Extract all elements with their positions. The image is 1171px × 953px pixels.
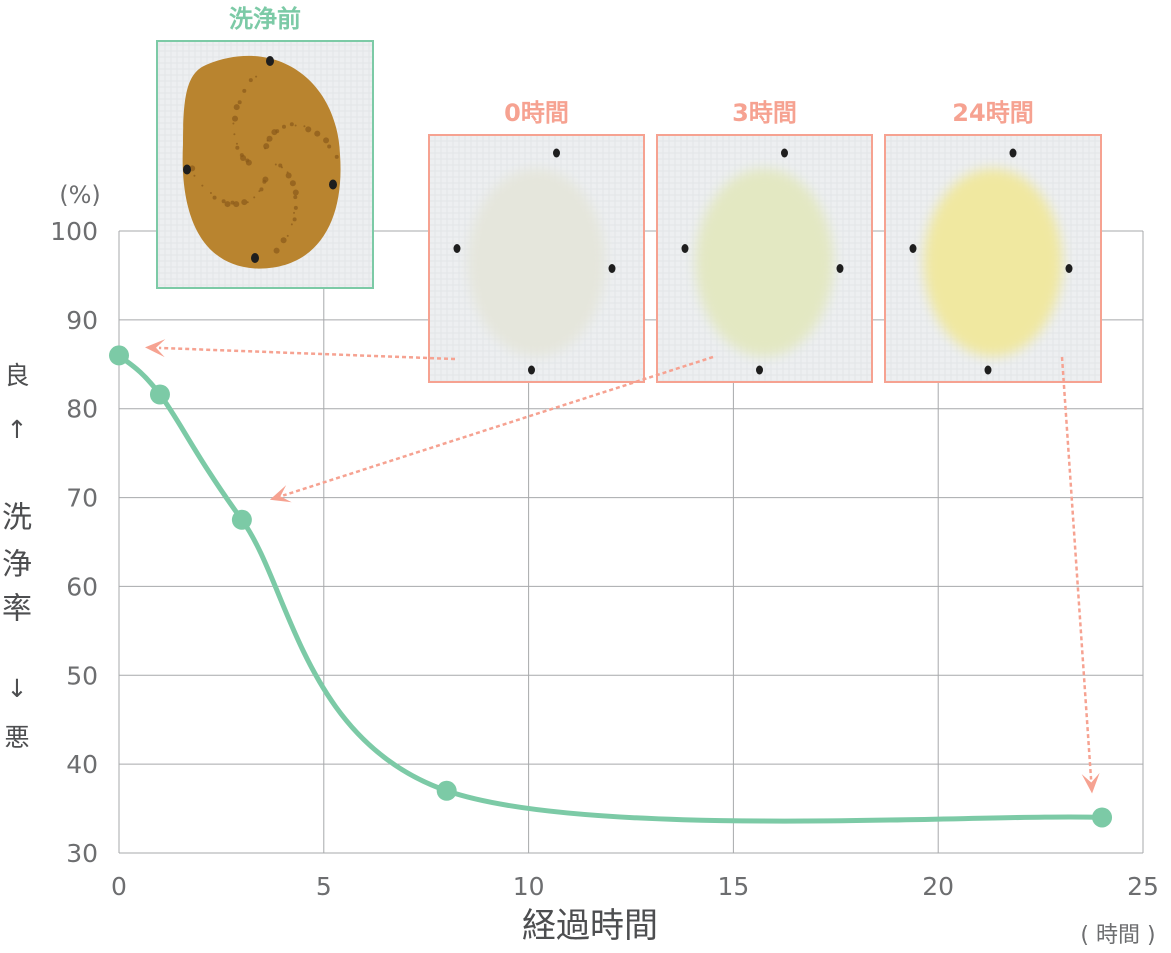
stain-shape <box>695 168 834 357</box>
x-unit-label: ( 時間 ) <box>1080 923 1155 948</box>
photo-after-label: 0時間 <box>504 99 569 127</box>
photo-panels: 洗浄前 0時間 3時間 24時間 <box>156 5 1102 383</box>
y-tick-label: 30 <box>66 839 98 868</box>
y-axis-title-char: 率 <box>2 592 32 627</box>
callout-arrow <box>282 355 714 497</box>
callout-arrow <box>158 346 456 361</box>
x-tick-label: 5 <box>316 872 332 901</box>
data-point <box>109 345 129 366</box>
y-axis-title-char: 洗 <box>2 501 32 536</box>
photo-after: 3時間 <box>656 99 873 383</box>
callout-arrowhead <box>269 485 292 503</box>
callout-arrows <box>145 339 1100 794</box>
y-tick-label: 40 <box>66 750 98 779</box>
y-tick-label: 100 <box>50 217 98 246</box>
y-tick-label: 60 <box>66 572 98 601</box>
axes: 30 40 50 60 70 80 90 100 0 5 10 15 20 25 (%) 経過時間 ( 時間 )… <box>2 181 1159 948</box>
y-axis-title-char: 浄 <box>2 548 32 583</box>
data-point <box>436 780 457 801</box>
y-tick-label: 70 <box>66 484 98 513</box>
data-point <box>231 509 252 530</box>
photo-after: 24時間 <box>884 99 1102 383</box>
data-point <box>149 384 170 405</box>
x-tick-label: 20 <box>922 872 954 901</box>
photo-after-label: 3時間 <box>732 99 797 127</box>
x-tick-label: 25 <box>1127 872 1159 901</box>
photo-after: 0時間 <box>428 99 645 383</box>
x-tick-label: 0 <box>111 872 127 901</box>
stain-shape <box>467 168 606 357</box>
x-axis-title: 経過時間 <box>522 906 658 946</box>
callout-arrow <box>1060 356 1093 780</box>
x-tick-label: 10 <box>513 872 545 901</box>
callout-arrowhead <box>1081 772 1100 794</box>
y-axis-title-char: 悪 <box>4 723 29 752</box>
photo-after-label: 24時間 <box>952 99 1033 127</box>
y-axis-title-char: 良 <box>4 361 29 390</box>
y-tick-label: 80 <box>66 395 98 424</box>
photo-before: 洗浄前 <box>156 5 374 289</box>
y-unit-label: (%) <box>59 181 101 209</box>
stain-shape <box>182 55 341 269</box>
data-series <box>109 345 1113 828</box>
y-tick-label: 50 <box>66 661 98 690</box>
y-axis-title-char: ↑ <box>7 415 28 444</box>
photo-before-label: 洗浄前 <box>229 5 301 33</box>
data-point <box>1092 807 1113 828</box>
callout-arrowhead <box>145 339 166 358</box>
x-tick-label: 15 <box>717 872 749 901</box>
series-line <box>116 352 1105 824</box>
stain-shape <box>923 168 1063 357</box>
y-axis-title-char: ↓ <box>7 674 28 703</box>
y-tick-label: 90 <box>66 306 98 335</box>
